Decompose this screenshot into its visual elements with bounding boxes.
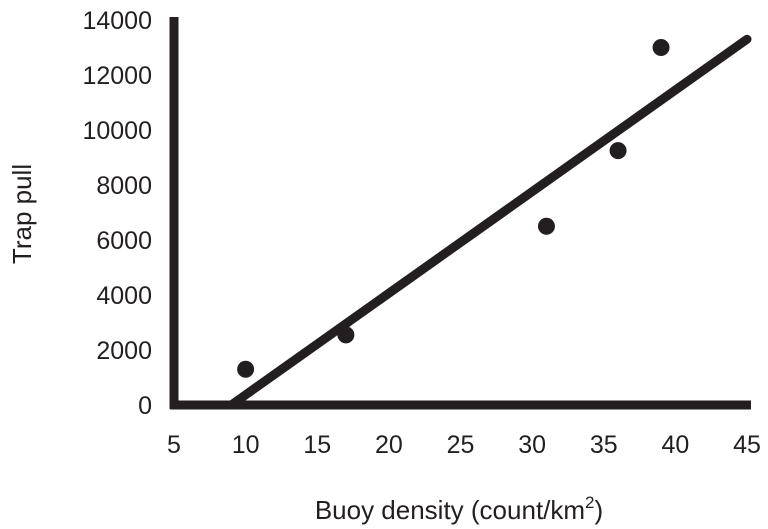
x-tick-label: 40 xyxy=(661,431,689,459)
x-axis-label-suffix: ) xyxy=(595,495,604,525)
x-axis-label-main: Buoy density (count/km xyxy=(315,495,585,525)
y-tick-label: 6000 xyxy=(96,227,152,255)
data-point xyxy=(237,360,255,378)
x-tick-label: 35 xyxy=(590,431,618,459)
x-tick-label: 10 xyxy=(232,431,260,459)
y-tick-label: 8000 xyxy=(96,172,152,200)
x-tick-labels: 5 10 15 20 25 30 35 40 45 xyxy=(167,431,761,459)
x-tick-label: 5 xyxy=(167,431,181,459)
data-point xyxy=(652,39,670,56)
trendline xyxy=(226,34,752,410)
data-point xyxy=(609,142,627,160)
data-point xyxy=(537,217,555,235)
y-axis-label: Trap pull xyxy=(7,164,37,264)
x-tick-label: 45 xyxy=(733,431,761,459)
y-tick-label: 2000 xyxy=(96,337,152,365)
x-tick-label: 25 xyxy=(447,431,475,459)
data-point xyxy=(337,326,355,344)
y-tick-label: 12000 xyxy=(82,62,152,90)
x-tick-label: 15 xyxy=(303,431,331,459)
data-points xyxy=(237,39,670,378)
x-tick-label: 20 xyxy=(375,431,403,459)
x-axis-label: Buoy density (count/km2) xyxy=(315,493,603,525)
y-tick-label: 0 xyxy=(138,392,152,420)
y-tick-labels: 0 2000 4000 6000 8000 10000 12000 14000 xyxy=(82,7,152,420)
y-tick-label: 10000 xyxy=(82,117,152,145)
x-tick-label: 30 xyxy=(518,431,546,459)
y-tick-label: 14000 xyxy=(82,7,152,35)
y-tick-label: 4000 xyxy=(96,282,152,310)
x-axis-label-superscript: 2 xyxy=(585,493,594,512)
